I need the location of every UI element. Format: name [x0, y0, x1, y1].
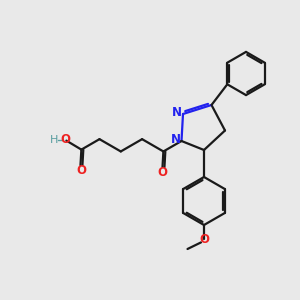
Text: O: O: [61, 133, 70, 146]
Text: N: N: [171, 106, 182, 119]
Text: O: O: [158, 166, 167, 179]
Text: N: N: [170, 133, 181, 146]
Text: O: O: [199, 233, 209, 246]
Text: O: O: [76, 164, 86, 177]
Text: H: H: [50, 135, 58, 145]
